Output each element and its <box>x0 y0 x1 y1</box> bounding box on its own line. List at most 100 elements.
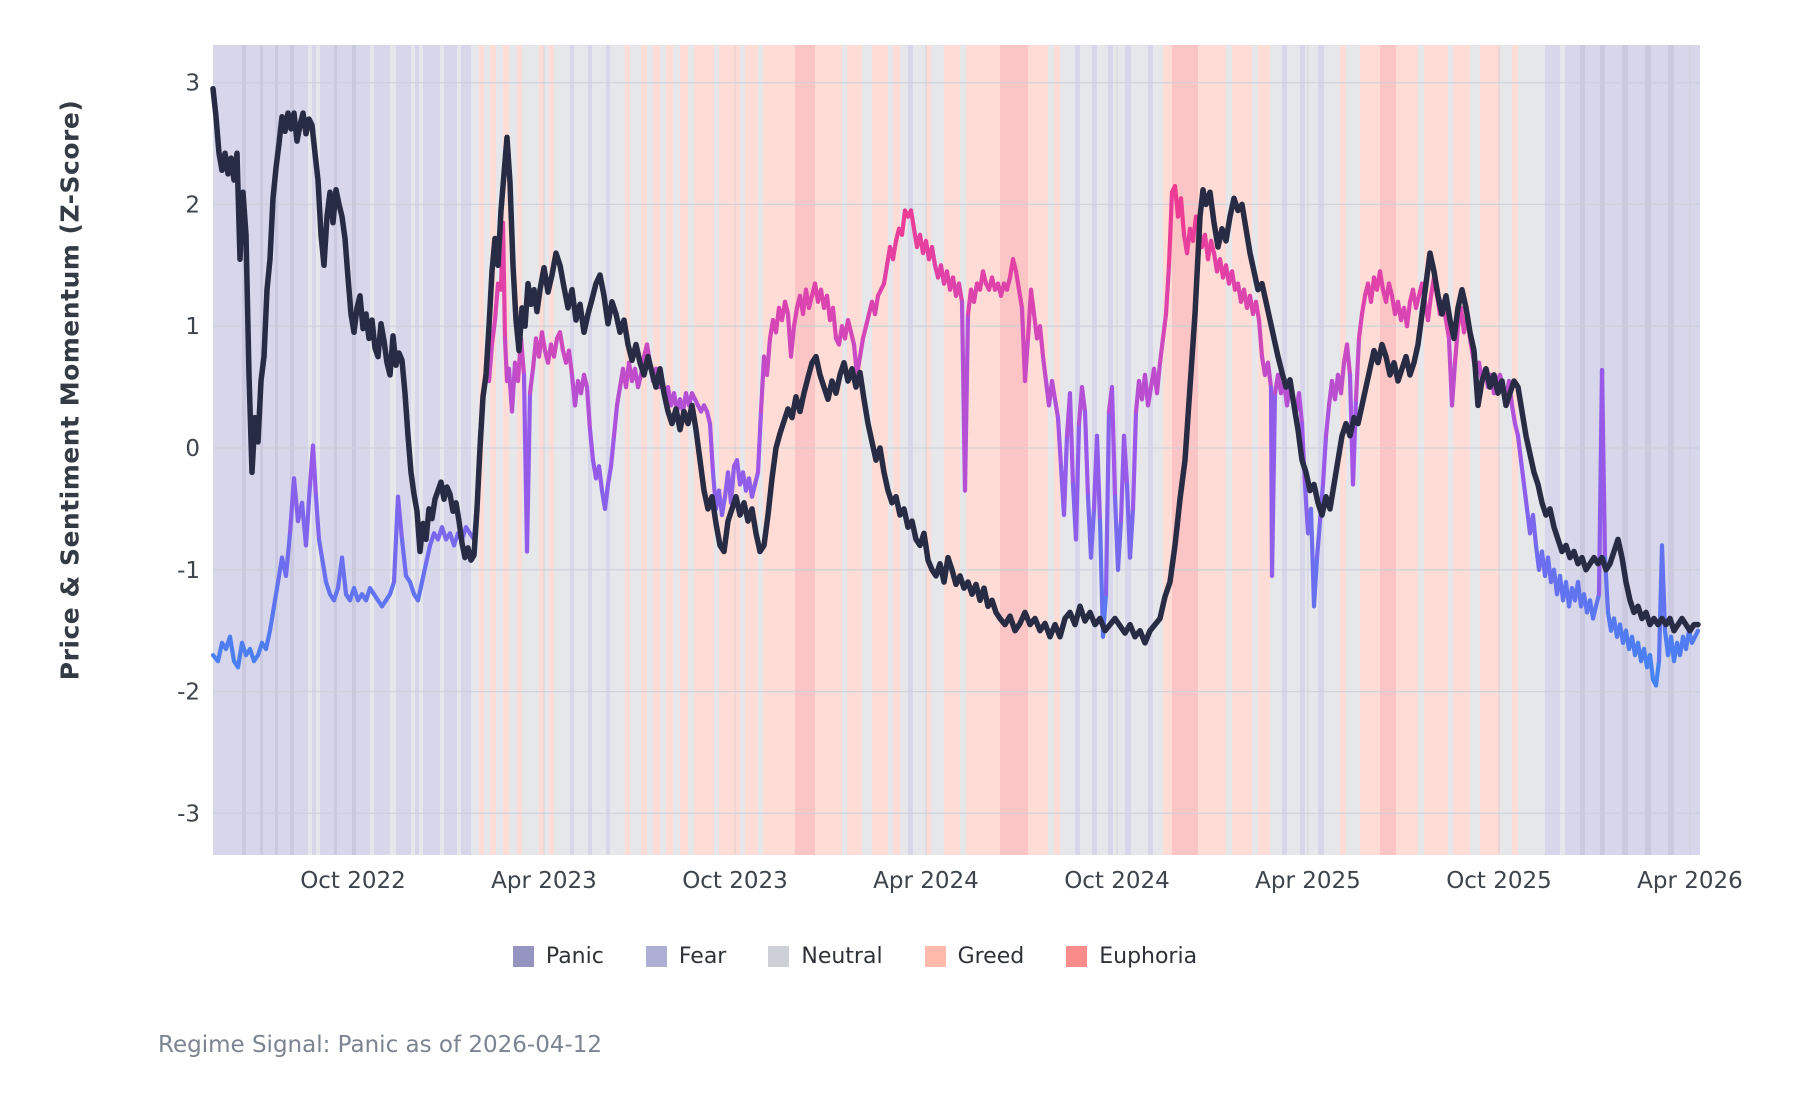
regime-band-neutral <box>411 45 415 855</box>
regime-band-neutral <box>390 45 396 855</box>
regime-signal-caption: Regime Signal: Panic as of 2026-04-12 <box>158 1032 603 1058</box>
regime-band-greed <box>490 45 496 855</box>
regime-band-fear <box>320 45 334 855</box>
legend: Panic Fear Neutral Greed Euphoria <box>0 944 1755 969</box>
regime-band-fear <box>423 45 440 855</box>
x-tick-label: Oct 2022 <box>300 868 406 894</box>
legend-label: Fear <box>678 944 727 969</box>
y-tick-label: 3 <box>185 71 200 97</box>
regime-band-greed <box>719 45 740 855</box>
regime-band-greed <box>694 45 714 855</box>
regime-band-fear <box>356 45 370 855</box>
regime-band-neutral <box>1226 45 1232 855</box>
regime-band-greed <box>1396 45 1418 855</box>
regime-band-greed <box>641 45 647 855</box>
regime-band-greed <box>1424 45 1448 855</box>
regime-band-fear <box>1565 45 1580 855</box>
regime-band-neutral <box>862 45 872 855</box>
regime-band-fear <box>606 45 610 855</box>
regime-band-neutral <box>1324 45 1340 855</box>
regime-band-panic <box>1580 45 1585 855</box>
regime-band-fear <box>1674 45 1700 855</box>
regime-band-greed <box>1232 45 1252 855</box>
regime-band-greed <box>680 45 688 855</box>
regime-band-euphoria <box>795 45 815 855</box>
regime-band-greed <box>1360 45 1380 855</box>
y-axis-title: Price & Sentiment Momentum (Z-Score) <box>55 99 85 681</box>
regime-band-euphoria <box>1000 45 1028 855</box>
regime-band-neutral <box>1097 45 1108 855</box>
regime-band-greed <box>763 45 795 855</box>
regime-band-panic <box>242 45 246 855</box>
regime-band-greed <box>1480 45 1500 855</box>
regime-band-neutral <box>316 45 320 855</box>
regime-band-neutral <box>496 45 503 855</box>
regime-band-fear <box>1545 45 1560 855</box>
regime-band-fear <box>278 45 290 855</box>
regime-band-neutral <box>688 45 694 855</box>
regime-band-fear <box>1125 45 1131 855</box>
regime-band-greed <box>966 45 1000 855</box>
regime-band-neutral <box>509 45 517 855</box>
x-tick-label: Apr 2023 <box>491 868 597 894</box>
regime-band-fear <box>908 45 913 855</box>
legend-item-panic[interactable]: Panic <box>512 944 604 969</box>
regime-band-neutral <box>647 45 653 855</box>
regime-band-fear <box>396 45 411 855</box>
regime-band-neutral <box>1252 45 1258 855</box>
regime-band-panic <box>1668 45 1674 855</box>
regime-band-fear <box>1651 45 1668 855</box>
regime-band-fear <box>1282 45 1287 855</box>
regime-band-greed <box>893 45 900 855</box>
regime-band-fear <box>294 45 308 855</box>
regime-band-fear <box>337 45 352 855</box>
fear-swatch-icon <box>645 946 667 967</box>
regime-band-neutral <box>931 45 944 855</box>
regime-band-panic <box>260 45 263 855</box>
regime-band-greed <box>1340 45 1346 855</box>
regime-band-greed <box>653 45 660 855</box>
regime-band-fear <box>1605 45 1622 855</box>
regime-band-greed <box>517 45 522 855</box>
legend-item-greed[interactable]: Greed <box>924 944 1024 969</box>
regime-band-neutral <box>484 45 490 855</box>
regime-band-greed <box>1453 45 1470 855</box>
regime-band-neutral <box>1287 45 1300 855</box>
panic-swatch-icon <box>512 946 534 967</box>
x-tick-label: Oct 2023 <box>682 868 788 894</box>
regime-band-greed <box>944 45 960 855</box>
regime-band-neutral <box>610 45 625 855</box>
regime-band-neutral <box>1418 45 1424 855</box>
regime-band-neutral <box>1131 45 1148 855</box>
regime-band-neutral <box>544 45 549 855</box>
regime-band-neutral <box>471 45 479 855</box>
regime-band-fear <box>1585 45 1600 855</box>
regime-band-neutral <box>1113 45 1125 855</box>
legend-item-fear[interactable]: Fear <box>645 944 727 969</box>
regime-band-neutral <box>592 45 606 855</box>
regime-band-neutral <box>440 45 444 855</box>
regime-band-greed <box>1054 45 1060 855</box>
regime-band-fear <box>1108 45 1113 855</box>
regime-band-neutral <box>457 45 461 855</box>
regime-band-greed <box>625 45 630 855</box>
legend-label: Neutral <box>801 944 883 969</box>
regime-band-neutral <box>900 45 908 855</box>
regime-band-neutral <box>888 45 893 855</box>
euphoria-swatch-icon <box>1066 946 1088 967</box>
legend-label: Panic <box>545 944 604 969</box>
regime-band-neutral <box>1560 45 1565 855</box>
regime-band-greed <box>666 45 673 855</box>
legend-item-neutral[interactable]: Neutral <box>768 944 883 969</box>
regime-band-neutral <box>660 45 666 855</box>
regime-band-fear <box>461 45 471 855</box>
regime-band-panic <box>334 45 337 855</box>
regime-band-neutral <box>673 45 680 855</box>
regime-band-euphoria <box>1380 45 1396 855</box>
legend-item-euphoria[interactable]: Euphoria <box>1066 944 1197 969</box>
x-tick-label: Apr 2024 <box>873 868 979 894</box>
regime-band-greed <box>503 45 509 855</box>
y-tick-label: -3 <box>177 801 200 827</box>
